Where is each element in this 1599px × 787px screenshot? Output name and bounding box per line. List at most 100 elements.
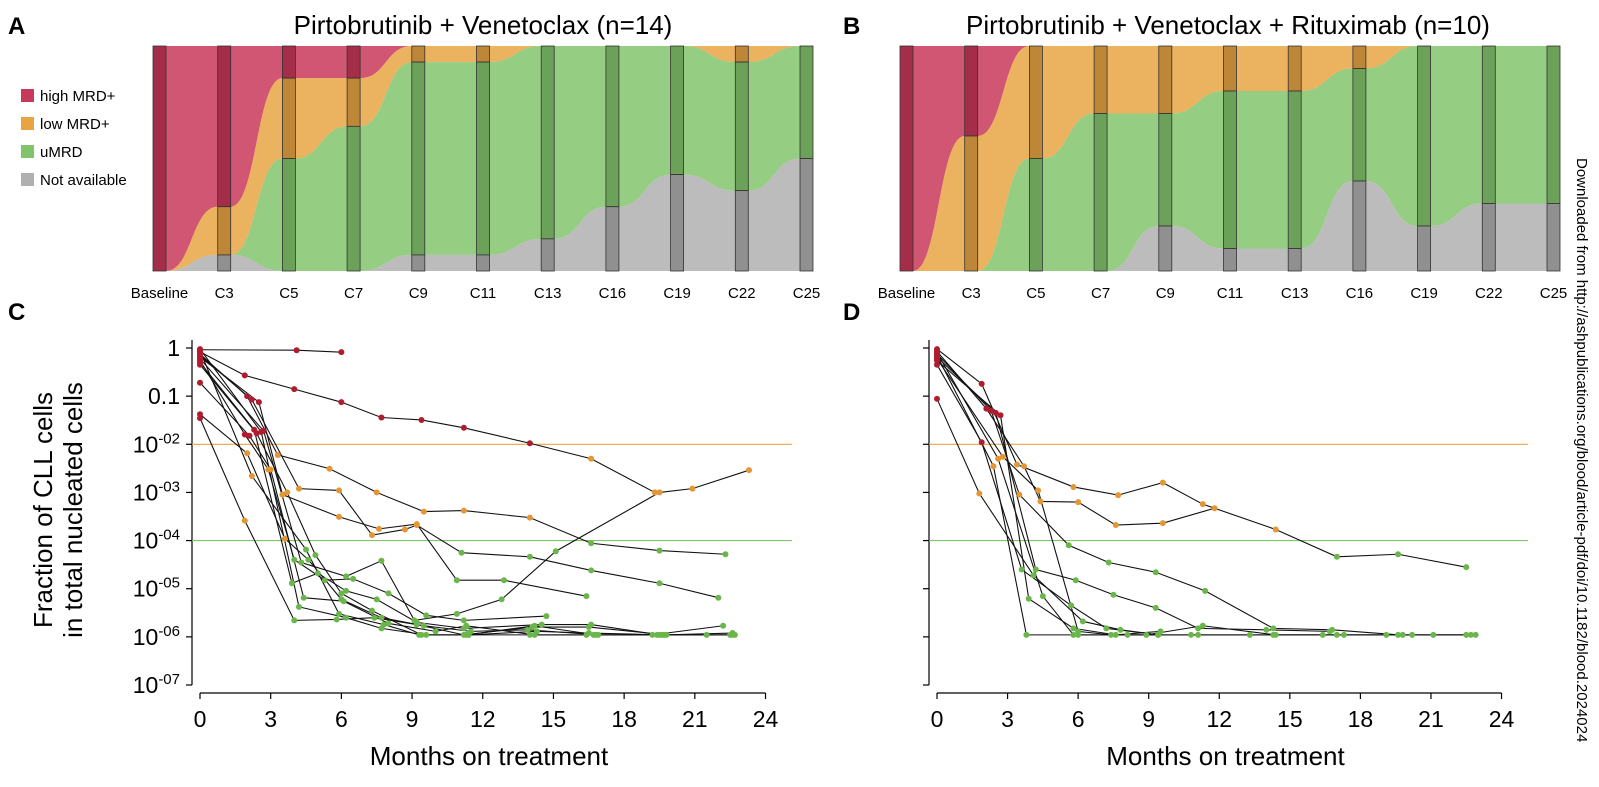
sankey-flow (360, 254, 412, 271)
sankey-node (1287, 90, 1302, 249)
data-point (1105, 559, 1112, 566)
data-point (303, 546, 310, 553)
sankey-flow (554, 46, 606, 239)
sankey-flow (618, 46, 671, 207)
data-point (1463, 631, 1470, 638)
data-point (1115, 492, 1122, 499)
data-point (1395, 631, 1402, 638)
data-point (658, 631, 665, 638)
sankey-category-label: C11 (1217, 285, 1243, 302)
sankey-flow (1042, 113, 1095, 271)
data-point (715, 594, 722, 601)
data-point (298, 559, 305, 566)
x-tick-label: 24 (1489, 706, 1515, 732)
data-point (934, 395, 940, 402)
sankey-node (1158, 225, 1173, 272)
data-point (543, 613, 550, 620)
data-point (1383, 631, 1390, 638)
series-line (199, 417, 735, 636)
sankey-category-label: C5 (1026, 285, 1045, 302)
sankey-node (1158, 113, 1173, 227)
data-point (656, 547, 663, 554)
data-point (1032, 566, 1039, 573)
legend-swatch-high-mrd (21, 89, 34, 102)
line-chart-c: 1 0.1 10-02 10-03 10-04 10-05 10-06 10-07 0 3 6 9 12… (133, 335, 792, 771)
x-tick-label: 6 (1072, 706, 1085, 732)
x-tick-label: 15 (541, 706, 567, 732)
data-point (343, 573, 350, 580)
sankey-flow (977, 158, 1030, 271)
sankey-flow (913, 46, 965, 271)
sankey-node (540, 238, 555, 272)
data-point (995, 455, 1002, 462)
data-point (1112, 631, 1119, 638)
sankey-node (1093, 113, 1108, 272)
series-line (199, 358, 750, 621)
sankey-category-label: C9 (1156, 285, 1175, 302)
data-point (279, 491, 286, 498)
data-point (460, 631, 467, 638)
data-point (248, 396, 255, 403)
data-point (281, 535, 288, 542)
data-point (336, 513, 343, 520)
sankey-node (1481, 45, 1496, 204)
data-point (533, 628, 540, 635)
series-line (936, 356, 1330, 632)
data-point (1070, 631, 1077, 638)
y-axis-label-line2: in total nucleated cells (58, 382, 88, 638)
data-point (1270, 631, 1277, 638)
sankey-category-label: Baseline (878, 285, 936, 302)
sankey-node (152, 45, 167, 272)
data-point (1039, 593, 1046, 600)
sankey-node (1417, 45, 1431, 227)
data-point (746, 467, 753, 474)
sankey-node (411, 254, 426, 272)
sankey-category-label: C7 (1091, 285, 1110, 302)
sankey-flow (230, 158, 283, 271)
download-watermark: Downloaded from http://ashpublications.o… (1573, 158, 1590, 743)
sankey-flow (748, 46, 800, 63)
sankey-flow (489, 46, 542, 63)
data-point (1103, 625, 1110, 632)
sankey-flow (1365, 181, 1418, 271)
data-point (538, 621, 545, 628)
data-point (552, 548, 559, 555)
sankey-flow (230, 254, 283, 271)
series-line (199, 364, 733, 636)
data-point (420, 508, 427, 515)
data-point (1112, 522, 1119, 529)
data-point (1272, 526, 1279, 533)
sankey-node (476, 45, 490, 63)
data-point (385, 620, 392, 627)
data-point (413, 521, 420, 528)
data-point (321, 577, 328, 584)
data-point (651, 489, 658, 496)
data-point (463, 622, 470, 629)
sankey-flow (230, 78, 283, 255)
data-point (244, 393, 251, 400)
data-point (333, 616, 340, 623)
data-point (590, 631, 597, 638)
sankey-flow (748, 158, 800, 271)
sankey-flow (1107, 113, 1159, 271)
data-point (376, 525, 383, 532)
data-point (295, 603, 302, 610)
data-point (1110, 591, 1117, 598)
data-point (1199, 501, 1206, 508)
sankey-flow (618, 174, 671, 271)
y-tick-label: 10-03 (133, 478, 180, 505)
sankey-node (346, 125, 361, 272)
legend-label-high-mrd: high MRD+ (40, 88, 116, 105)
data-point (1159, 479, 1166, 486)
data-point (274, 451, 281, 458)
data-point (983, 405, 990, 412)
data-point (1333, 631, 1340, 638)
data-point (1430, 631, 1437, 638)
sankey-flow (424, 254, 477, 271)
legend-label-umrd: uMRD (40, 144, 83, 161)
data-point (378, 625, 385, 632)
data-point (1075, 628, 1082, 635)
sankey-node (1223, 45, 1237, 92)
x-axis-label: Months on treatment (370, 741, 609, 771)
data-point (978, 439, 985, 446)
